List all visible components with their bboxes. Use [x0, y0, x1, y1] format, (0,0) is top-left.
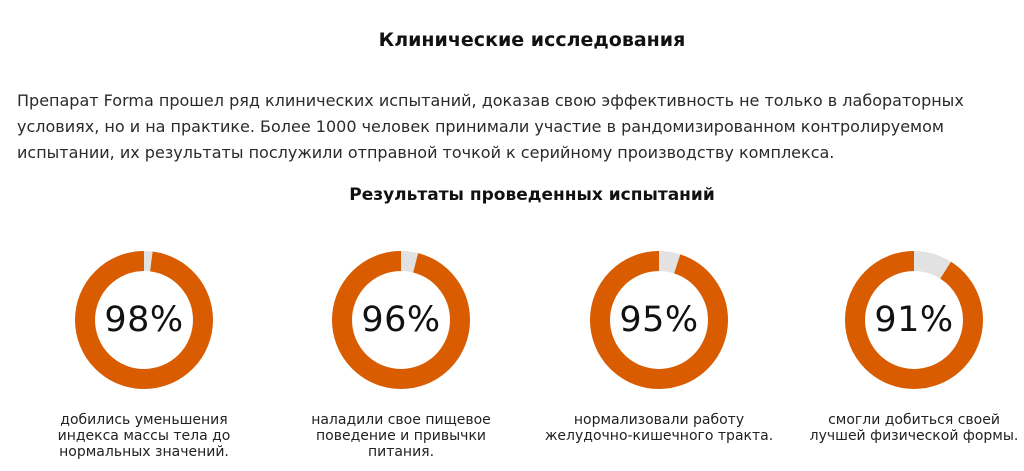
progress-value: 91%	[874, 300, 954, 340]
progress-ring: 95%	[589, 250, 729, 390]
progress-value: 98%	[104, 300, 184, 340]
progress-ring-fill	[332, 251, 470, 389]
progress-ring-fill	[75, 251, 213, 389]
results-title: Результаты проведенных испытаний	[349, 185, 715, 205]
stat-caption: добились уменьшения индекса массы тела д…	[57, 412, 231, 460]
progress-ring-fill	[845, 251, 983, 389]
progress-ring: 91%	[844, 250, 984, 390]
stat-card: 96% наладили свое пищевое поведение и пр…	[286, 250, 516, 460]
intro-paragraph: Препарат Forma прошел ряд клинических ис…	[17, 91, 964, 162]
progress-ring: 98%	[74, 250, 214, 390]
stat-caption: наладили свое пищевое поведение и привыч…	[311, 412, 491, 460]
page-title: Клинические исследования	[378, 29, 686, 51]
stat-caption: смогли добиться своей лучшей физической …	[809, 412, 1019, 444]
progress-ring-fill	[590, 251, 728, 389]
progress-ring-graphic	[332, 251, 470, 389]
progress-ring-graphic	[845, 251, 983, 389]
progress-ring: 96%	[331, 250, 471, 390]
progress-ring-graphic	[75, 251, 213, 389]
stat-caption: нормализовали работу желудочно-кишечного…	[544, 412, 774, 444]
progress-ring-graphic	[590, 251, 728, 389]
stat-card: 98% добились уменьшения индекса массы те…	[29, 250, 259, 460]
progress-value: 96%	[361, 300, 441, 340]
progress-value: 95%	[619, 300, 699, 340]
stat-card: 91% смогли добиться своей лучшей физичес…	[799, 250, 1024, 444]
stat-card: 95% нормализовали работу желудочно-кишеч…	[544, 250, 774, 444]
